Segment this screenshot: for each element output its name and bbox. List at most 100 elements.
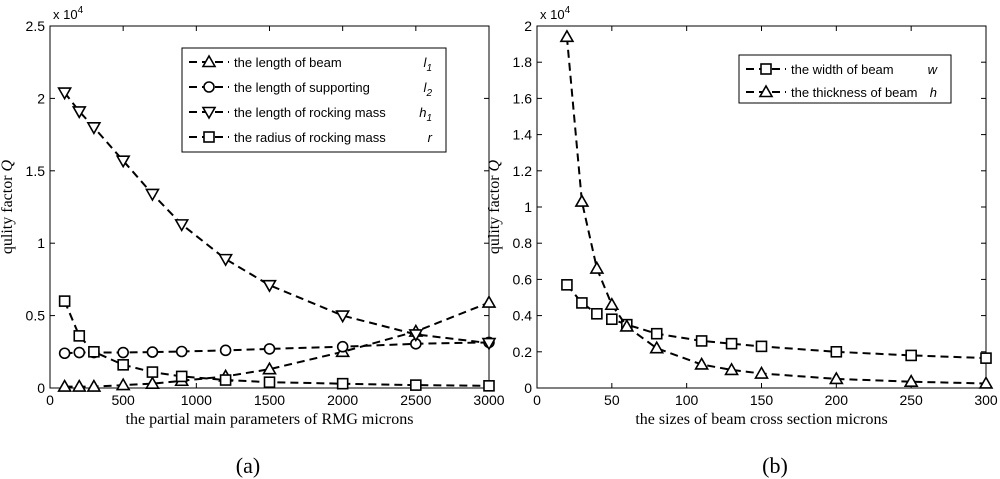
data-point — [117, 346, 129, 359]
data-point — [175, 345, 188, 358]
data-point — [262, 361, 277, 375]
y-tick-label: 0.8 — [513, 235, 533, 251]
data-point — [117, 359, 129, 371]
y-tick-label: 2 — [524, 18, 532, 34]
data-point — [724, 362, 739, 376]
data-point — [262, 279, 277, 293]
data-point — [73, 330, 86, 342]
x-tick-label: 300 — [974, 392, 998, 408]
data-point — [755, 340, 768, 353]
y-tick-label: 1.4 — [513, 127, 533, 143]
data-point — [408, 329, 424, 343]
y-tick-label: 1.2 — [513, 163, 533, 179]
legend: the length of beam l1 the length of suppor… — [181, 47, 447, 153]
data-point — [481, 294, 497, 308]
data-point — [71, 106, 87, 120]
legend-marker — [758, 84, 774, 98]
data-point — [57, 87, 73, 101]
data-point — [604, 297, 620, 311]
y-tick-label: 1 — [37, 235, 45, 251]
data-point — [146, 346, 159, 358]
data-point — [619, 318, 635, 332]
data-point — [903, 374, 919, 387]
data-point — [57, 378, 73, 392]
y-axis-label: qulity factor Q — [0, 159, 16, 254]
y-tick-label: 0.2 — [513, 344, 533, 360]
data-point — [86, 378, 102, 392]
legend-label: the length of beam — [234, 55, 342, 70]
data-point — [174, 219, 190, 232]
legend-symbol: h — [930, 85, 937, 100]
x-tick-label: 50 — [604, 392, 620, 408]
data-point — [175, 370, 188, 383]
data-point — [73, 346, 86, 359]
data-point — [725, 337, 738, 350]
y-tick-label: 1.5 — [26, 163, 46, 179]
legend-marker — [760, 63, 772, 75]
data-point — [219, 374, 232, 386]
legend-symbol: h1 — [419, 105, 432, 124]
legend-symbol: l1 — [424, 55, 432, 74]
data-point — [263, 376, 276, 389]
x-axis-label: the partial main parameters of RMG micro… — [126, 411, 414, 428]
y-tick-label: 1.8 — [513, 54, 533, 70]
data-point — [88, 345, 100, 358]
chart-b: 0 50 100 150 200 250 300 0 0.2 0.4 0.6 0.8 1 1.2 1.4 1.… — [486, 5, 998, 478]
y-tick-label: 0.5 — [26, 308, 46, 324]
data-point — [336, 377, 349, 390]
legend-label: the thickness of beam — [791, 85, 917, 100]
data-point — [219, 344, 232, 357]
data-point — [559, 29, 575, 43]
x-tick-label: 0 — [46, 392, 54, 408]
data-point — [591, 307, 603, 320]
legend-label: the length of supporting — [234, 80, 370, 95]
legend-symbol: l2 — [424, 80, 433, 99]
x-tick-label: 200 — [825, 392, 849, 408]
data-point — [695, 335, 708, 347]
axis-exponent: x 104 — [53, 5, 84, 22]
y-tick-label: 1.6 — [513, 90, 533, 106]
y-tick-label: 1 — [524, 199, 532, 215]
y-tick-label: 0.6 — [513, 271, 533, 287]
data-point — [561, 279, 573, 291]
series-3 — [57, 87, 497, 351]
data-point — [336, 340, 349, 353]
series-1 — [561, 279, 992, 364]
x-tick-label: 1500 — [254, 392, 285, 408]
data-point — [335, 310, 351, 324]
y-tick-label: 2 — [37, 90, 45, 106]
x-tick-label: 250 — [899, 392, 923, 408]
panel-caption: (a) — [236, 453, 260, 478]
data-point — [86, 122, 102, 135]
data-point — [146, 366, 159, 378]
data-point — [71, 378, 87, 392]
legend-marker — [203, 81, 215, 93]
series-2 — [559, 29, 994, 389]
data-point — [574, 193, 590, 207]
axis-exponent: x 104 — [540, 5, 571, 22]
x-tick-label: 2000 — [327, 392, 358, 408]
data-point — [576, 297, 588, 309]
y-tick-label: 0 — [37, 380, 45, 396]
legend-box — [738, 54, 952, 104]
legend-box — [181, 47, 447, 153]
x-tick-label: 2500 — [400, 392, 431, 408]
legend-label: the length of rocking mass — [234, 105, 386, 120]
y-tick-label: 0.4 — [513, 308, 533, 324]
data-point — [218, 253, 233, 267]
legend-marker — [201, 54, 217, 68]
legend: the width of beam w the thickness of beam h — [738, 54, 952, 104]
data-point — [905, 349, 917, 362]
x-tick-label: 1000 — [181, 392, 212, 408]
legend-symbol: r — [428, 130, 433, 145]
legend-label: the width of beam — [791, 62, 894, 77]
data-point — [980, 352, 992, 364]
y-tick-label: 2.5 — [26, 18, 46, 34]
data-point — [589, 260, 605, 274]
legend-symbol: w — [928, 62, 939, 77]
legend-marker — [203, 131, 215, 143]
data-point — [481, 337, 497, 351]
data-point — [828, 371, 844, 385]
data-point — [145, 188, 160, 202]
